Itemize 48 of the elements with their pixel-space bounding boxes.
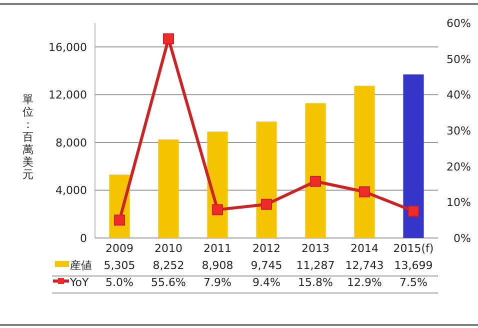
y-tick-label: 16,000: [48, 40, 87, 54]
x-tick-label: 2014: [350, 242, 378, 255]
point: [408, 206, 419, 217]
bar: [305, 103, 326, 238]
y-tick-label: 8,000: [56, 136, 87, 150]
y-axis-title: 單位：百萬美元: [22, 93, 34, 181]
data-label: 11,287: [296, 259, 335, 272]
x-tick-label: 2011: [204, 242, 232, 255]
y-tick-label: 0: [80, 232, 87, 245]
point: [114, 214, 125, 226]
data-label: 7.5%: [400, 276, 428, 289]
data-label: 12.9%: [347, 276, 382, 289]
data-label: 12,743: [345, 259, 384, 272]
bar: [354, 86, 375, 238]
legend-label: 産値: [70, 259, 92, 272]
point: [212, 204, 223, 216]
y2-tick-label: 50%: [446, 52, 471, 66]
y2-tick-label: 30%: [446, 124, 471, 138]
x-tick-label: 2015(f): [393, 242, 434, 255]
x-tick-label: 2009: [106, 242, 134, 255]
bar: [403, 74, 424, 238]
data-label: 13,699: [394, 259, 433, 272]
data-label: 9,745: [250, 259, 282, 272]
data-label: 8,252: [152, 259, 184, 272]
point: [310, 176, 321, 187]
data-label: 5.0%: [106, 276, 134, 289]
y-tick-label: 4,000: [56, 184, 87, 198]
point: [163, 33, 174, 44]
y2-tick-label: 20%: [446, 160, 471, 174]
data-label: 55.6%: [151, 276, 186, 289]
x-tick-label: 2013: [302, 242, 330, 255]
data-label: 7.9%: [204, 276, 232, 289]
bar: [256, 122, 277, 238]
data-label: 15.8%: [298, 276, 333, 289]
data-label: 8,908: [202, 259, 234, 272]
x-tick-label: 2010: [154, 242, 182, 255]
data-label: 9.4%: [252, 276, 280, 289]
y-tick-label: 12,000: [48, 88, 87, 102]
data-label: 5,305: [104, 259, 136, 272]
y2-tick-label: 40%: [446, 88, 471, 102]
y2-tick-label: 60%: [446, 17, 471, 30]
point: [359, 186, 370, 198]
point: [261, 198, 272, 210]
x-tick-label: 2012: [252, 242, 280, 255]
y2-tick-label: 10%: [446, 196, 471, 210]
bar: [158, 139, 179, 238]
y2-tick-label: 0%: [454, 232, 471, 245]
legend-label: YoY: [69, 276, 89, 289]
